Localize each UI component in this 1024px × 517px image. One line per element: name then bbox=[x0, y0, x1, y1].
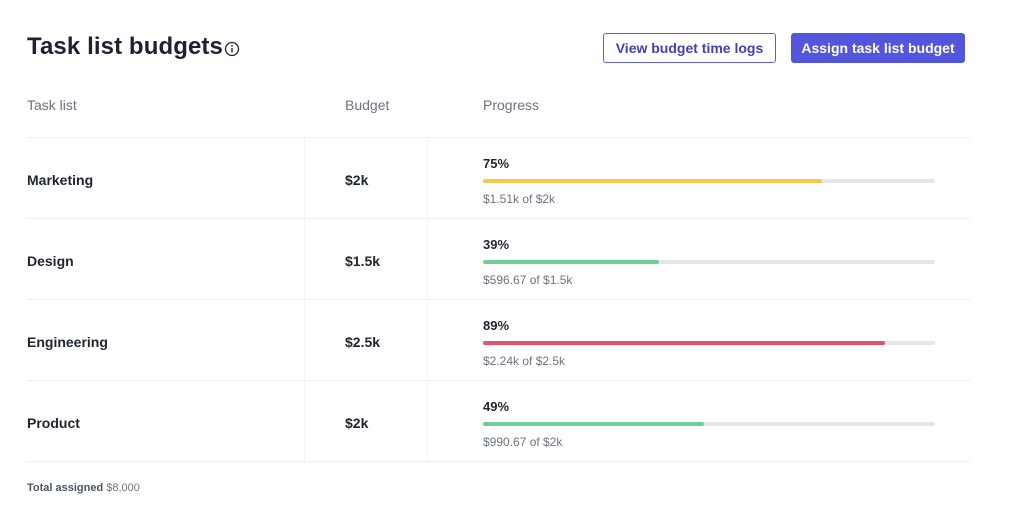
budget-value: $2k bbox=[345, 172, 369, 188]
task-list-name: Product bbox=[27, 415, 80, 431]
column-header-progress: Progress bbox=[483, 97, 540, 113]
total-assigned-value: $8,000 bbox=[106, 482, 140, 494]
progress-amount: $1.51k of $2k bbox=[483, 192, 556, 206]
progress-fill bbox=[483, 179, 822, 183]
progress-bar bbox=[483, 422, 935, 426]
assign-task-list-budget-button[interactable]: Assign task list budget bbox=[791, 33, 965, 63]
budget-value: $2.5k bbox=[345, 334, 381, 350]
progress-amount: $990.67 of $2k bbox=[483, 435, 563, 449]
progress-amount: $596.67 of $1.5k bbox=[483, 273, 573, 287]
table-row[interactable]: Engineering $2.5k 89% $2.24k of $2.5k bbox=[27, 300, 970, 381]
budget-value: $1.5k bbox=[345, 253, 381, 269]
progress-cell: 39% $596.67 of $1.5k bbox=[483, 237, 935, 287]
progress-bar bbox=[483, 179, 935, 183]
page-title: Task list budgets bbox=[27, 33, 223, 60]
column-header-task-list: Task list bbox=[27, 97, 77, 113]
table-row[interactable]: Marketing $2k 75% $1.51k of $2k bbox=[27, 138, 970, 219]
column-header-budget: Budget bbox=[345, 97, 390, 113]
progress-bar bbox=[483, 260, 935, 264]
task-list-name: Marketing bbox=[27, 172, 94, 188]
progress-bar bbox=[483, 341, 935, 345]
progress-fill bbox=[483, 341, 886, 345]
progress-percent: 75% bbox=[483, 156, 510, 171]
table-header: Task list Budget Progress bbox=[27, 88, 970, 138]
budget-table: Task list Budget Progress Marketing $2k … bbox=[27, 88, 970, 462]
progress-fill bbox=[483, 422, 705, 426]
progress-cell: 89% $2.24k of $2.5k bbox=[483, 318, 935, 368]
task-list-name: Engineering bbox=[27, 334, 108, 350]
total-assigned: Total assigned $8,000 bbox=[27, 482, 140, 494]
view-budget-time-logs-button[interactable]: View budget time logs bbox=[603, 33, 776, 63]
progress-percent: 89% bbox=[483, 318, 510, 333]
info-icon[interactable] bbox=[224, 41, 240, 57]
progress-fill bbox=[483, 260, 660, 264]
progress-amount: $2.24k of $2.5k bbox=[483, 354, 566, 368]
progress-percent: 39% bbox=[483, 237, 510, 252]
total-assigned-label: Total assigned bbox=[27, 482, 104, 494]
page-header: Task list budgets View budget time logs … bbox=[27, 30, 965, 66]
progress-percent: 49% bbox=[483, 399, 510, 414]
task-list-name: Design bbox=[27, 253, 74, 269]
progress-cell: 75% $1.51k of $2k bbox=[483, 156, 935, 206]
progress-cell: 49% $990.67 of $2k bbox=[483, 399, 935, 449]
table-row[interactable]: Design $1.5k 39% $596.67 of $1.5k bbox=[27, 219, 970, 300]
budget-value: $2k bbox=[345, 415, 369, 431]
table-row[interactable]: Product $2k 49% $990.67 of $2k bbox=[27, 381, 970, 462]
